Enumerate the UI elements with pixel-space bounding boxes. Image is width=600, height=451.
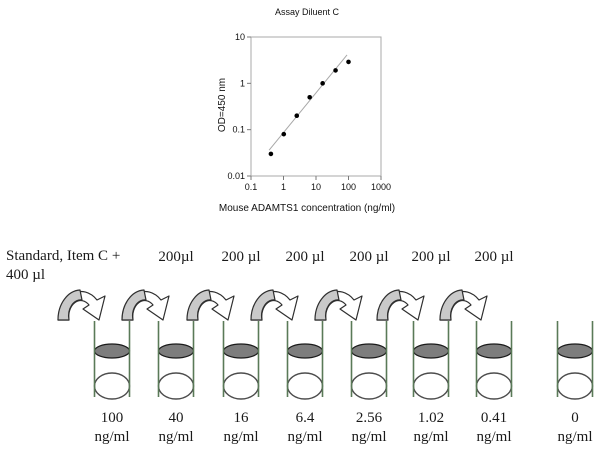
tube-liquid: [475, 343, 513, 359]
tube-concentration-label: 16 ng/ml: [208, 409, 274, 447]
arrow-tail: [250, 289, 276, 321]
chart-title: Assay Diluent C: [274, 7, 340, 17]
tube-bottom: [475, 372, 513, 400]
test-tube-icon: [222, 321, 260, 400]
source-label-line1: Standard, Item C +: [6, 248, 121, 264]
tube-bottom: [286, 372, 324, 400]
tube-bottom: [222, 372, 260, 400]
data-point: [320, 81, 325, 86]
tube-bottom: [157, 372, 195, 400]
tube-concentration-label: 100 ng/ml: [79, 409, 145, 447]
tube-concentration-label: 2.56 ng/ml: [336, 409, 402, 447]
data-point: [307, 94, 313, 100]
concentration-value: 6.4: [295, 410, 315, 426]
test-tube-icon: [412, 321, 450, 400]
tube-concentration-label: 0 ng/ml: [542, 409, 600, 447]
data-point: [281, 131, 287, 137]
transfer-volume-label: 200 µl: [221, 249, 261, 265]
x-tick-label: 0.1: [245, 182, 258, 192]
tube-liquid: [412, 343, 450, 359]
concentration-unit: ng/ml: [287, 429, 323, 445]
x-tick-label: 1: [281, 182, 286, 192]
tube-bottom: [350, 372, 388, 400]
concentration-unit: ng/ml: [557, 429, 593, 445]
tube-liquid: [556, 343, 594, 359]
concentration-value: 2.56: [355, 410, 383, 426]
concentration-unit: ng/ml: [223, 429, 259, 445]
pour-arrow-icon: [250, 289, 299, 321]
test-tube-icon: [475, 321, 513, 400]
data-point: [294, 113, 300, 119]
concentration-value: 16: [233, 410, 249, 426]
test-tube-icon: [157, 321, 195, 400]
pour-arrow-icon: [57, 289, 106, 321]
data-point: [268, 151, 274, 157]
source-label-line2: 400 µl: [6, 267, 46, 283]
arrow-tail: [186, 289, 212, 321]
test-tube-icon: [556, 321, 594, 400]
x-axis-label: Mouse ADAMTS1 concentration (ng/ml): [218, 203, 396, 214]
arrow-tail: [439, 289, 465, 321]
concentration-unit: ng/ml: [158, 429, 194, 445]
tube-liquid: [350, 343, 388, 359]
arrow-tail: [314, 289, 340, 321]
transfer-volume-label: 200 µl: [411, 249, 451, 265]
x-tick-label: 10: [311, 182, 321, 192]
pour-arrow-icon: [376, 289, 425, 321]
tube-bottom: [556, 372, 594, 400]
x-tick-label: 1000: [371, 182, 391, 192]
arrow-tail: [57, 289, 83, 321]
concentration-value: 0.41: [480, 410, 508, 426]
data-point: [333, 68, 338, 73]
tube-concentration-label: 40 ng/ml: [143, 409, 209, 447]
pour-arrow-icon: [121, 289, 170, 321]
concentration-unit: ng/ml: [94, 429, 130, 445]
transfer-volume-label: 200 µl: [474, 249, 514, 265]
concentration-value: 1.02: [417, 410, 445, 426]
pour-arrow-icon: [314, 289, 363, 321]
transfer-volume-label: 200 µl: [285, 249, 325, 265]
concentration-value: 0: [571, 410, 579, 426]
transfer-volume-label: 200 µl: [349, 249, 389, 265]
tube-liquid: [157, 343, 195, 359]
concentration-unit: ng/ml: [351, 429, 387, 445]
tube-bottom: [412, 372, 450, 400]
test-tube-icon: [286, 321, 324, 400]
arrow-tail: [121, 289, 147, 321]
x-tick-label: 100: [341, 182, 356, 192]
tube-bottom: [93, 372, 131, 400]
y-tick-label: 1: [240, 78, 245, 88]
arrow-tail: [376, 289, 402, 321]
pour-arrow-icon: [439, 289, 488, 321]
tube-liquid: [286, 343, 324, 359]
transfer-volume-label: 200µl: [158, 249, 194, 265]
tube-liquid: [222, 343, 260, 359]
concentration-unit: ng/ml: [476, 429, 512, 445]
y-tick-label: 10: [235, 32, 245, 42]
pour-arrow-icon: [186, 289, 235, 321]
tube-concentration-label: 1.02 ng/ml: [398, 409, 464, 447]
concentration-value: 40: [168, 410, 184, 426]
source-label: Standard, Item C + 400 µl: [6, 247, 120, 285]
concentration-value: 100: [100, 410, 124, 426]
y-tick-label: 0.01: [227, 171, 245, 181]
data-point: [346, 59, 351, 65]
test-tube-icon: [350, 321, 388, 400]
tube-liquid: [93, 343, 131, 359]
tube-concentration-label: 0.41 ng/ml: [461, 409, 527, 447]
concentration-unit: ng/ml: [413, 429, 449, 445]
y-tick-label: 0.1: [232, 125, 245, 135]
tube-concentration-label: 6.4 ng/ml: [272, 409, 338, 447]
test-tube-icon: [93, 321, 131, 400]
